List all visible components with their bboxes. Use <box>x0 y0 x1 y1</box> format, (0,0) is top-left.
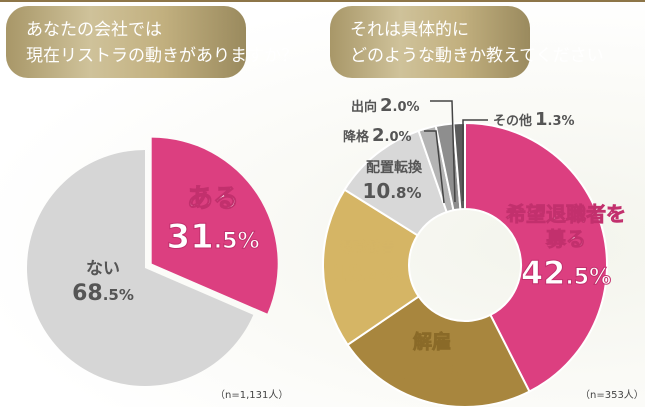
leader-lines <box>424 100 488 204</box>
slice-value-shukkou-int: 2 <box>380 95 393 116</box>
question-2-line-1: それは具体的に <box>350 20 469 40</box>
slice-value-kaiko-int: 23 <box>389 359 425 389</box>
slice-label-koukaku-row: 降格 2.0% <box>343 125 412 146</box>
slice-value-sonota-int: 1 <box>535 109 548 130</box>
slice-value-nai: 68.5% <box>72 281 134 306</box>
slice-label-sonota-row: その他 1.3% <box>493 109 575 130</box>
slice-value-aru-int: 31 <box>166 217 213 257</box>
slice-value-shukkou-dec: .0% <box>393 100 420 115</box>
slice-value-koukaku-dec: .0% <box>385 130 412 145</box>
donut-slice-kaiko <box>346 295 531 407</box>
leader-line-sonota <box>462 119 488 201</box>
slice-value-aru: 31.5% <box>166 217 259 257</box>
slice-label-aru: ある <box>187 184 239 214</box>
slice-label-kaiko: 解雇 <box>413 330 451 353</box>
sample-size-note-left: （n=1,131人） <box>215 390 289 401</box>
slice-value-aru-dec: .5% <box>214 229 260 254</box>
slice-value-haichi-tenkan-dec: .8% <box>390 184 421 202</box>
leader-line-shukkou <box>430 100 456 203</box>
slice-value-haichi-tenkan-int: 10 <box>362 179 390 203</box>
slice-label-kibou-line1: 希望退職者を <box>506 202 626 226</box>
slice-label-koukaku: 降格 <box>343 129 370 145</box>
slice-value-taishoku-kankoku-dec: .4% <box>363 266 398 286</box>
top-border <box>0 0 645 2</box>
slice-value-kibou: 42.5% <box>521 254 611 292</box>
pie-slice-aru <box>151 137 278 314</box>
question-1-line-1: あなたの会社では <box>26 20 162 40</box>
donut-slice-taishoku-kankoku <box>322 188 421 347</box>
slice-value-taishoku-kankoku: 18.4% <box>332 262 398 287</box>
slice-label-kibou-line2: 募る <box>545 227 586 251</box>
donut-chart-restructuring-types <box>322 121 608 407</box>
slice-label-shukkou-row: 出向 2.0% <box>351 95 420 116</box>
pie-slice-nai <box>26 150 254 386</box>
slice-label-sonota: その他 <box>493 113 532 129</box>
slice-value-kaiko: 23.0% <box>389 359 471 389</box>
slice-value-koukaku-int: 2 <box>372 125 385 146</box>
slice-value-kibou-dec: .5% <box>565 265 611 290</box>
slice-label-nai: ない <box>86 259 120 279</box>
pie-chart-restructuring <box>26 137 278 386</box>
leader-line-koukaku <box>424 130 445 204</box>
question-1-line-2: 現在リストラの動きがありますか？ <box>26 46 298 66</box>
slice-value-kibou-int: 42 <box>521 254 566 292</box>
slice-value-nai-dec: .5% <box>103 286 134 304</box>
sample-size-note-right: （n=353人） <box>580 390 644 401</box>
slice-value-taishoku-kankoku-int: 18 <box>332 262 363 287</box>
slice-label-shukkou: 出向 <box>351 99 377 115</box>
donut-slice-sonota <box>452 121 466 211</box>
slice-label-taishoku-kankoku: 退職勧告 <box>339 239 395 256</box>
slice-value-haichi-tenkan: 10.8% <box>362 179 421 203</box>
slice-value-kaiko-dec: .0% <box>425 363 471 388</box>
slice-label-haichi-tenkan: 配置転換 <box>366 159 423 176</box>
donut-slice-kibou <box>464 121 608 393</box>
slice-value-sonota-dec: .3% <box>548 114 575 129</box>
slice-value-nai-int: 68 <box>72 281 103 306</box>
question-1-banner: あなたの会社では 現在リストラの動きがありますか？ <box>6 6 298 78</box>
